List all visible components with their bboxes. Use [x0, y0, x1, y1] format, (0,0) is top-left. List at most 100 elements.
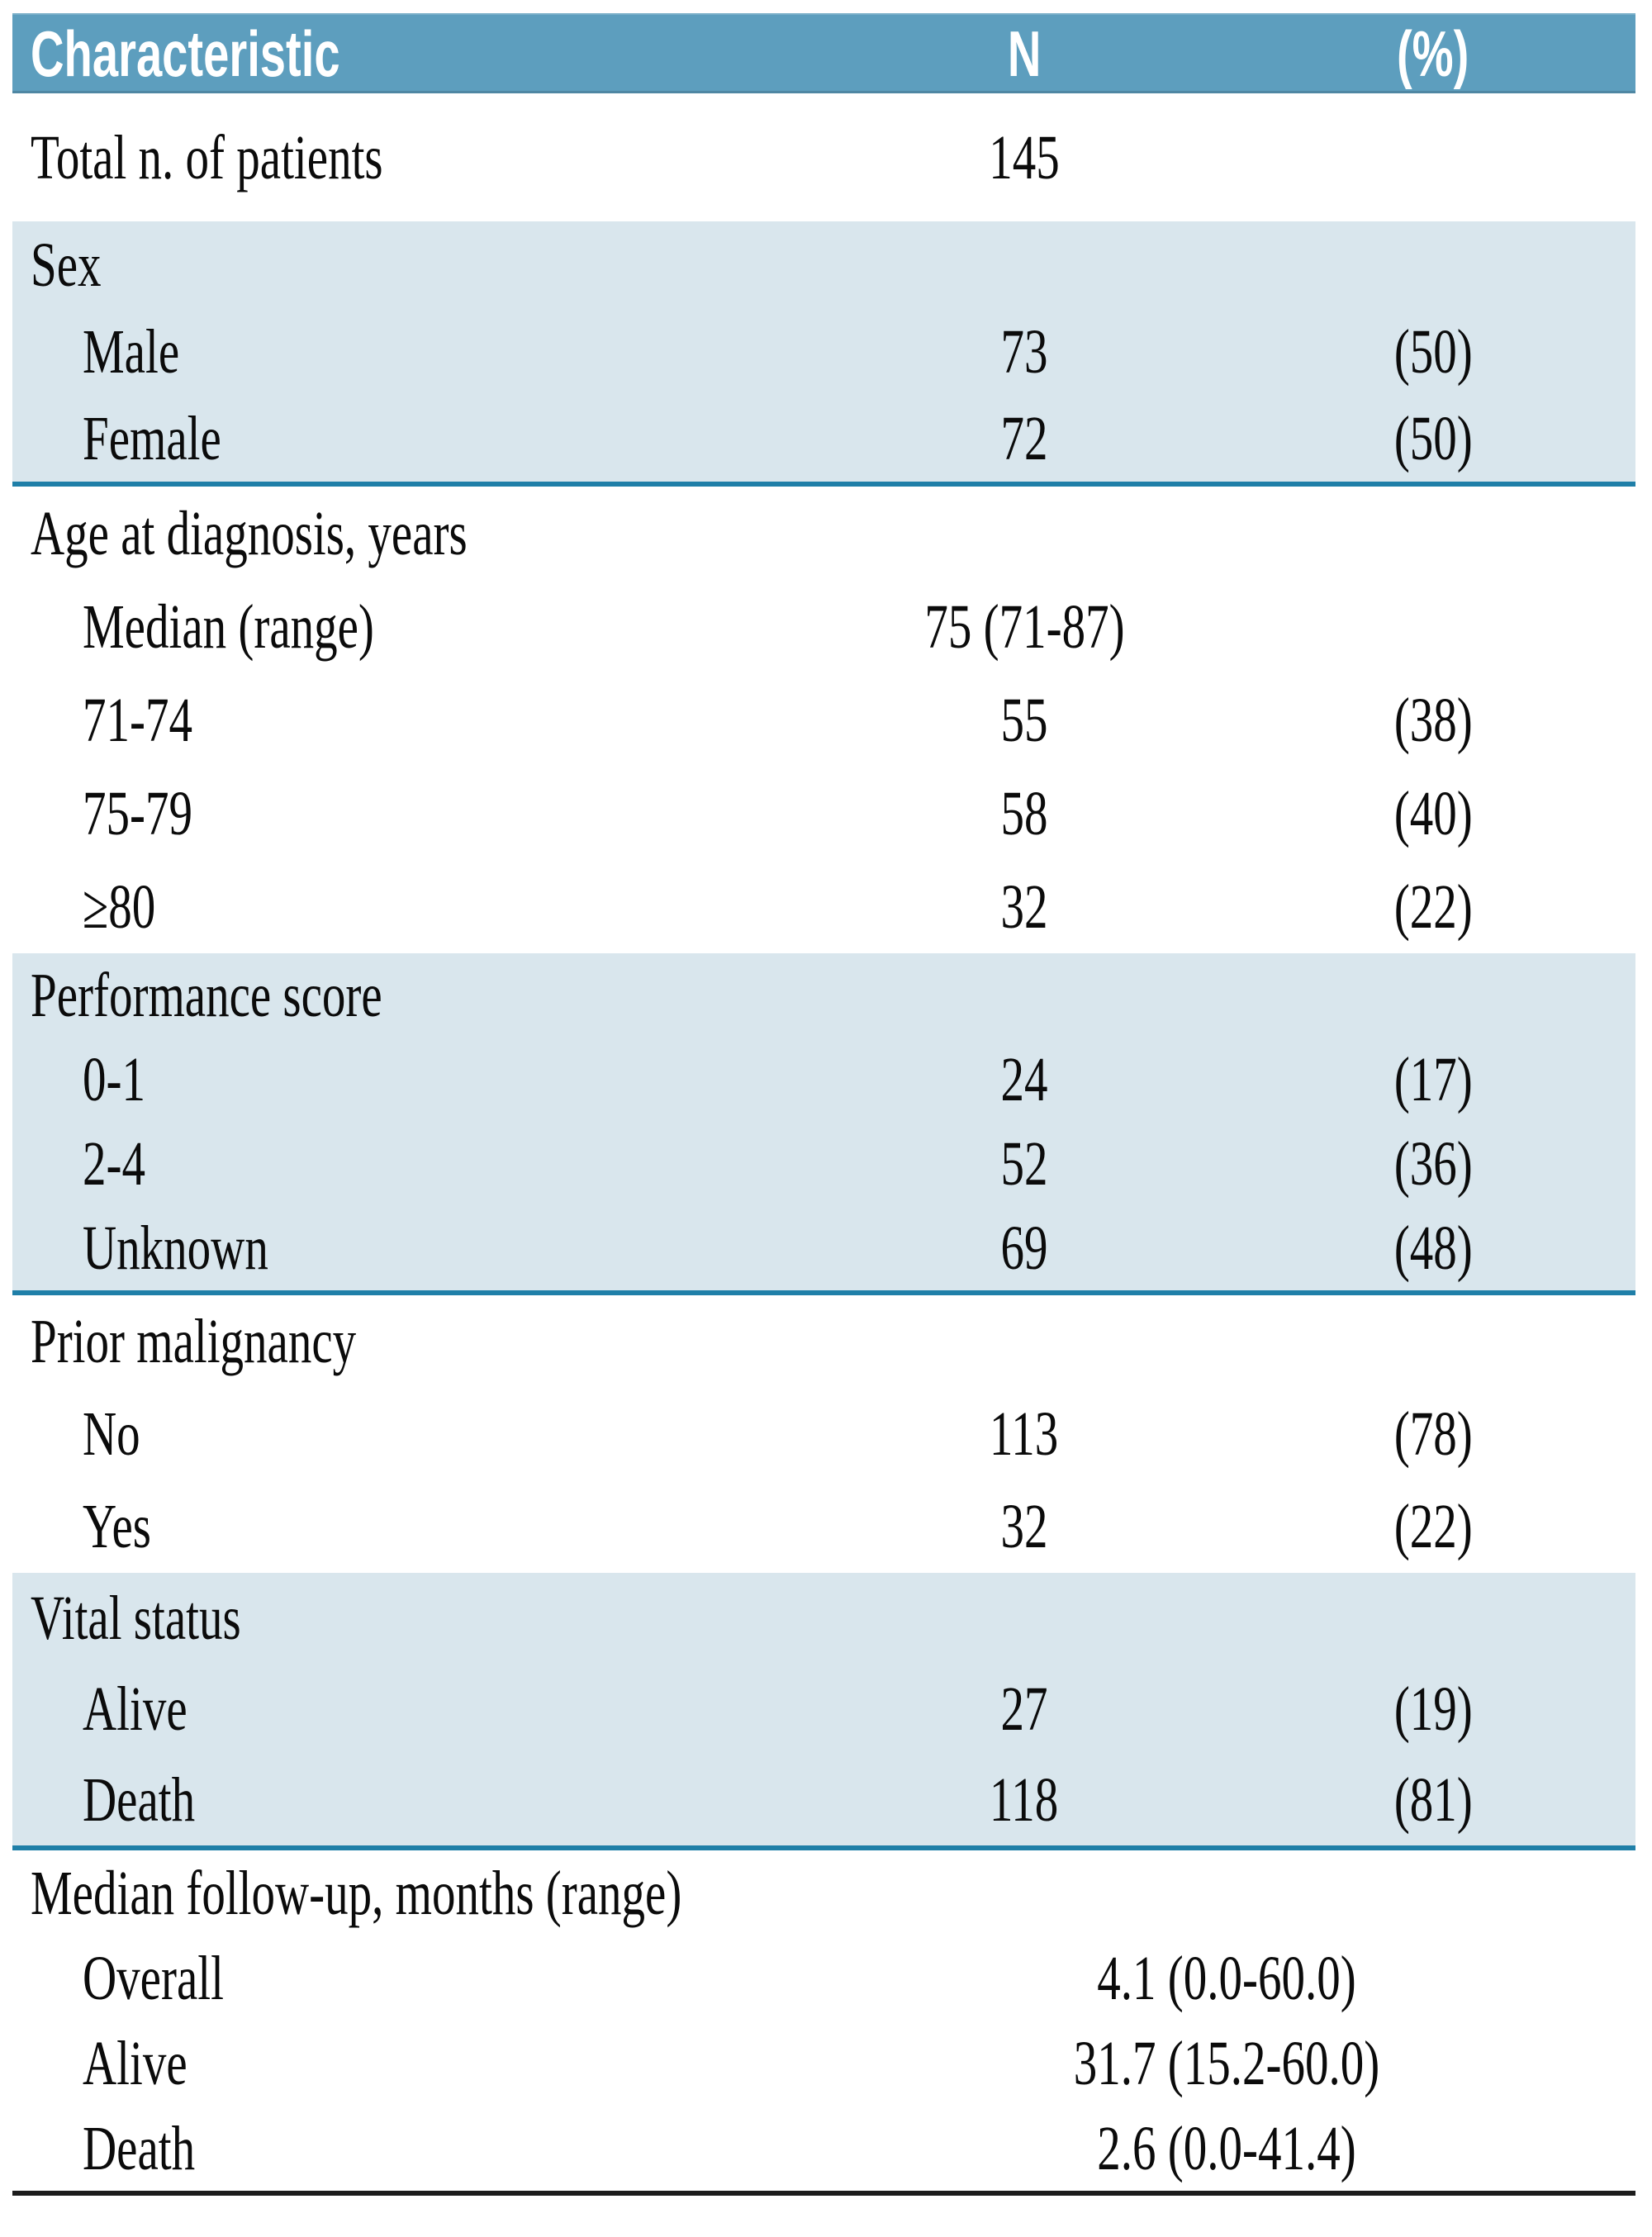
value-n: 24: [818, 1048, 1231, 1111]
value-pct: [1231, 502, 1635, 565]
cell-text: 31.7 (15.2-60.0): [1073, 2028, 1380, 2098]
table-row: Vital status: [12, 1573, 1635, 1664]
cell-text: (78): [1393, 1399, 1473, 1469]
value-n: [818, 502, 1231, 565]
cell-text: No: [83, 1399, 140, 1469]
table-row: Alive 27 (19): [12, 1664, 1635, 1755]
cell-text: Unknown: [83, 1213, 268, 1283]
table-row: Male 73 (50): [12, 308, 1635, 395]
value-pct: (81): [1231, 1769, 1635, 1831]
table-row: Total n. of patients 145: [12, 93, 1635, 221]
cell-text: (17): [1393, 1045, 1473, 1114]
table-row: Death 2.6 (0.0-41.4): [12, 2106, 1635, 2191]
value-n: [818, 1862, 1231, 1925]
cell-text: Total n. of patients: [31, 122, 383, 192]
table-row: Overall 4.1 (0.0-60.0): [12, 1935, 1635, 2021]
value-pct: [1231, 596, 1635, 658]
cell-text: (48): [1393, 1213, 1473, 1283]
cell-text: 2-4: [83, 1129, 145, 1199]
value-n: [818, 1587, 1231, 1650]
value-pct: (22): [1231, 876, 1635, 938]
value-pct: [1231, 1310, 1635, 1373]
column-header-text: Characteristic: [31, 17, 340, 90]
value-pct: (17): [1231, 1048, 1635, 1111]
cell-text: (40): [1393, 778, 1473, 848]
value-n: [818, 1310, 1231, 1373]
table-row: 71-74 55 (38): [12, 673, 1635, 767]
table-row: Unknown 69 (48): [12, 1206, 1635, 1290]
table-header-row: Characteristic N (%): [12, 13, 1635, 93]
row-label: Unknown: [12, 1217, 818, 1280]
cell-text: 58: [1000, 778, 1048, 848]
row-label: Death: [12, 2117, 818, 2180]
value-pct: (50): [1231, 321, 1635, 383]
cell-text: Performance score: [31, 961, 382, 1030]
value-pct: (36): [1231, 1133, 1635, 1195]
cell-text: Yes: [83, 1492, 151, 1561]
table-row: Age at diagnosis, years: [12, 487, 1635, 580]
table-row: 75-79 58 (40): [12, 767, 1635, 860]
value-pct: (48): [1231, 1217, 1635, 1280]
table-row: Median (range) 75 (71-87): [12, 580, 1635, 673]
value-n: 52: [818, 1133, 1231, 1195]
row-label: No: [12, 1403, 818, 1465]
cell-text: 27: [1000, 1674, 1048, 1744]
section-label: Performance score: [12, 964, 818, 1027]
table-row: Sex: [12, 221, 1635, 308]
value-n: 113: [818, 1403, 1231, 1465]
cell-text: 72: [1000, 403, 1048, 473]
value-n: 72: [818, 407, 1231, 470]
cell-text: 69: [1000, 1213, 1048, 1283]
value-span: 2.6 (0.0-41.4): [818, 2117, 1635, 2180]
cell-text: 55: [1000, 685, 1048, 755]
cell-text: 113: [990, 1399, 1059, 1469]
cell-text: (22): [1393, 872, 1473, 942]
section-label: Age at diagnosis, years: [12, 502, 818, 565]
table-row: Performance score: [12, 953, 1635, 1038]
cell-text: (50): [1393, 316, 1473, 387]
value-pct: (50): [1231, 407, 1635, 470]
column-header-text: N: [1007, 17, 1042, 90]
row-label: Alive: [12, 1678, 818, 1741]
value-n: 58: [818, 782, 1231, 845]
cell-text: Prior malignancy: [31, 1307, 357, 1376]
column-header-text: (%): [1397, 17, 1469, 90]
cell-text: Vital status: [31, 1584, 241, 1653]
section-label: Vital status: [12, 1587, 818, 1650]
table-bottom-rule: [12, 2191, 1635, 2196]
table-section: Performance score 0-1 24 (17) 2-4 52 (36) Unkno…: [12, 953, 1635, 1295]
row-label: 2-4: [12, 1133, 818, 1195]
row-label: Male: [12, 321, 818, 383]
cell-text: ≥80: [83, 872, 156, 942]
cell-text: Death: [83, 2113, 196, 2183]
table-section: Total n. of patients 145: [12, 93, 1635, 221]
cell-text: Sex: [31, 230, 102, 300]
cell-text: (19): [1393, 1674, 1473, 1744]
value-n: 32: [818, 876, 1231, 938]
cell-text: Female: [83, 403, 221, 473]
table-row: Death 118 (81): [12, 1755, 1635, 1845]
cell-text: 145: [989, 122, 1060, 192]
value-span: 31.7 (15.2-60.0): [818, 2032, 1635, 2095]
cell-text: (38): [1393, 685, 1473, 755]
row-label: Death: [12, 1769, 818, 1831]
table-row: Female 72 (50): [12, 395, 1635, 482]
row-label: ≥80: [12, 876, 818, 938]
cell-text: Median (range): [83, 591, 374, 662]
cell-text: 32: [1000, 1492, 1048, 1561]
row-label: 71-74: [12, 689, 818, 752]
cell-text: 32: [1000, 872, 1048, 942]
cell-text: Death: [83, 1765, 196, 1835]
value-pct: [1231, 1862, 1635, 1925]
section-label: Total n. of patients: [12, 126, 818, 189]
section-label: Prior malignancy: [12, 1310, 818, 1373]
row-label: Alive: [12, 2032, 818, 2095]
table-row: 2-4 52 (36): [12, 1122, 1635, 1206]
cell-text: Age at diagnosis, years: [31, 498, 468, 568]
row-label: 75-79: [12, 782, 818, 845]
table-row: ≥80 32 (22): [12, 860, 1635, 953]
value-n: 27: [818, 1678, 1231, 1741]
column-header-n: N: [818, 21, 1231, 86]
cell-text: 75-79: [83, 778, 192, 848]
